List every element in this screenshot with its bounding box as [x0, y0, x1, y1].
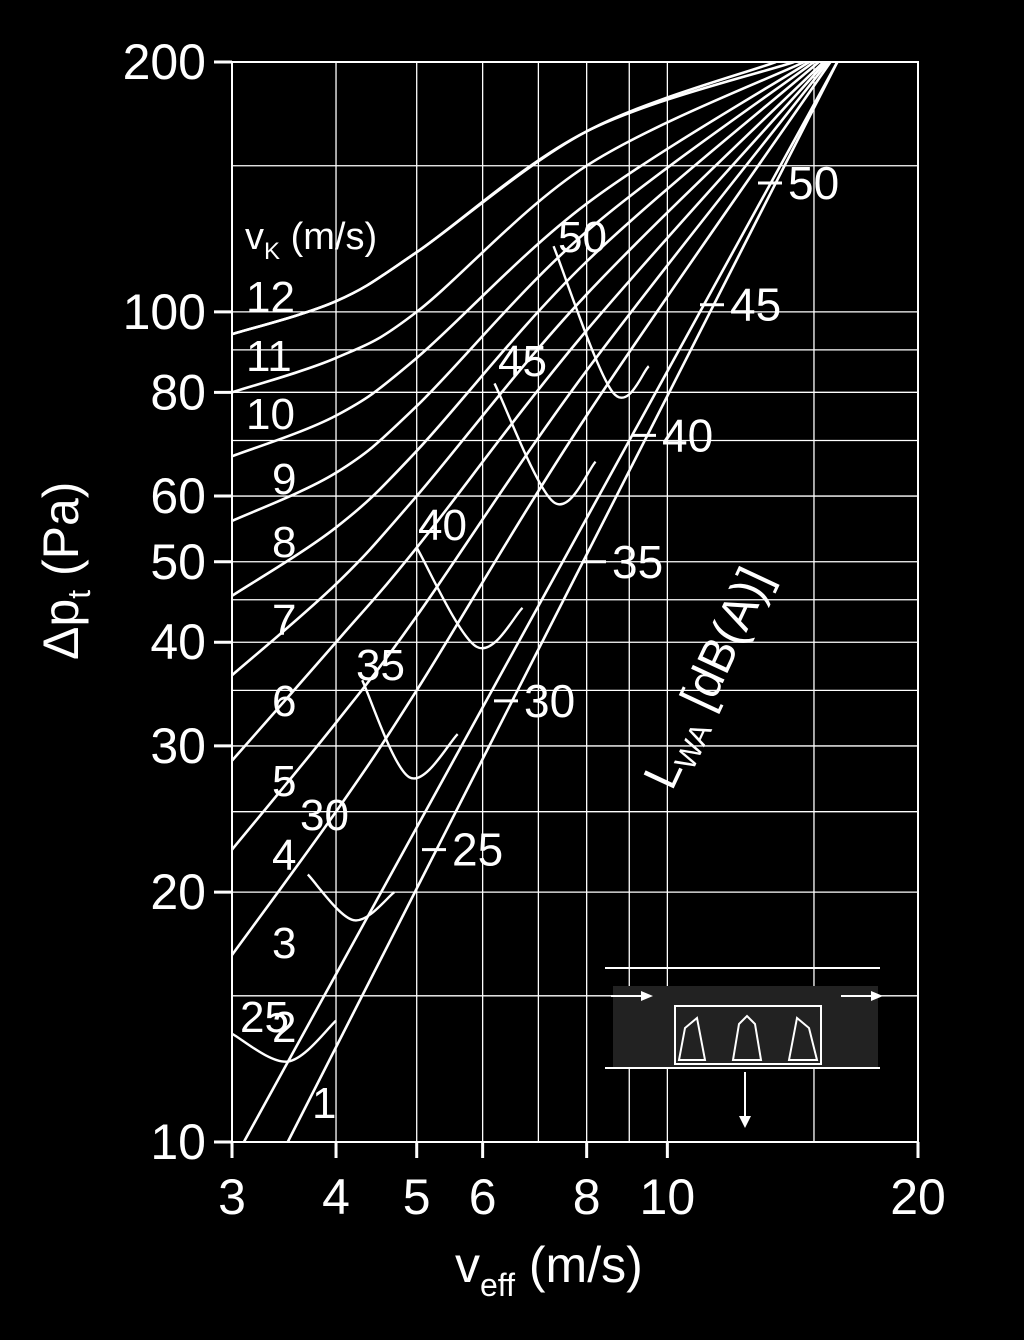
vk-curve-label-4: 4 — [272, 831, 296, 880]
lwa-line-45 — [493, 382, 597, 506]
lwa-scale-label-25: 25 — [452, 824, 503, 876]
x-tick-label: 20 — [890, 1169, 946, 1225]
y-tick-label: 200 — [123, 34, 206, 90]
vk-curve-label-10: 10 — [246, 390, 295, 439]
vk-curve-label-11: 11 — [246, 332, 292, 381]
lwa-line-35 — [361, 679, 459, 780]
vk-curve-7 — [232, 62, 820, 597]
lwa-line-label-25: 25 — [240, 993, 289, 1042]
vk-curve-9 — [232, 62, 810, 458]
vk-curve-6 — [232, 62, 825, 677]
x-axis-label: veff (m/s) — [455, 1237, 643, 1303]
x-tick-label: 4 — [322, 1169, 350, 1225]
vk-curve-8 — [232, 62, 815, 523]
vk-curve-10 — [232, 62, 805, 394]
lwa-line-40 — [415, 547, 524, 650]
x-tick-label: 3 — [218, 1169, 246, 1225]
vk-curve-5 — [232, 62, 827, 762]
lwa-line-label-45: 45 — [498, 337, 547, 386]
vk-curve-3 — [232, 62, 832, 956]
lwa-line-30 — [306, 873, 396, 922]
vk-curve-label-12: 12 — [246, 273, 295, 322]
x-tick-label: 5 — [403, 1169, 431, 1225]
vk-curve-1 — [286, 62, 839, 1142]
lwa-scale-label-35: 35 — [612, 536, 663, 588]
vk-curve-label-6: 6 — [272, 677, 296, 726]
vk-header: vK (m/s) — [245, 216, 377, 265]
vk-curve-4 — [232, 62, 830, 851]
vk-curve-label-1: 1 — [312, 1079, 336, 1128]
lwa-line-25 — [232, 1019, 337, 1063]
x-tick-label: 6 — [469, 1169, 497, 1225]
x-tick-label: 8 — [573, 1169, 601, 1225]
damper-schematic — [605, 967, 883, 1128]
lwa-line-label-35: 35 — [356, 641, 405, 690]
y-tick-label: 80 — [150, 364, 206, 420]
plot-frame — [231, 61, 919, 1143]
lwa-line-label-50: 50 — [558, 213, 607, 262]
y-tick-label: 100 — [123, 284, 206, 340]
lwa-scale-label-30: 30 — [524, 675, 575, 727]
lwa-scale-label-45: 45 — [730, 279, 781, 331]
lwa-scale-label-50: 50 — [788, 157, 839, 209]
y-tick-label: 50 — [150, 534, 206, 590]
y-tick-label: 10 — [150, 1114, 206, 1170]
vk-curve-label-9: 9 — [272, 455, 296, 504]
vk-curve-2 — [242, 62, 839, 1142]
vk-curve-label-2: 2 — [272, 1003, 296, 1052]
y-tick-label: 60 — [150, 468, 206, 524]
vk-curve-12 — [232, 62, 777, 336]
y-axis-label: Δpt (Pa) — [33, 482, 97, 660]
lwa-title: LWA [dB(A)] — [634, 560, 787, 799]
y-tick-label: 30 — [150, 718, 206, 774]
vk-curve-label-8: 8 — [272, 518, 296, 567]
vk-curve-label-5: 5 — [272, 757, 296, 806]
lwa-line-50 — [552, 245, 650, 399]
vk-curve-label-7: 7 — [272, 596, 296, 645]
lwa-line-label-40: 40 — [418, 501, 467, 550]
x-tick-label: 10 — [640, 1169, 696, 1225]
y-tick-label: 20 — [150, 864, 206, 920]
lwa-lines — [232, 245, 650, 1063]
vk-curves — [232, 62, 839, 1142]
lwa-line-label-30: 30 — [300, 791, 349, 840]
lwa-scale-label-40: 40 — [662, 409, 713, 461]
vk-curve-label-3: 3 — [272, 919, 296, 968]
y-tick-label: 40 — [150, 614, 206, 670]
grid — [231, 61, 919, 1143]
